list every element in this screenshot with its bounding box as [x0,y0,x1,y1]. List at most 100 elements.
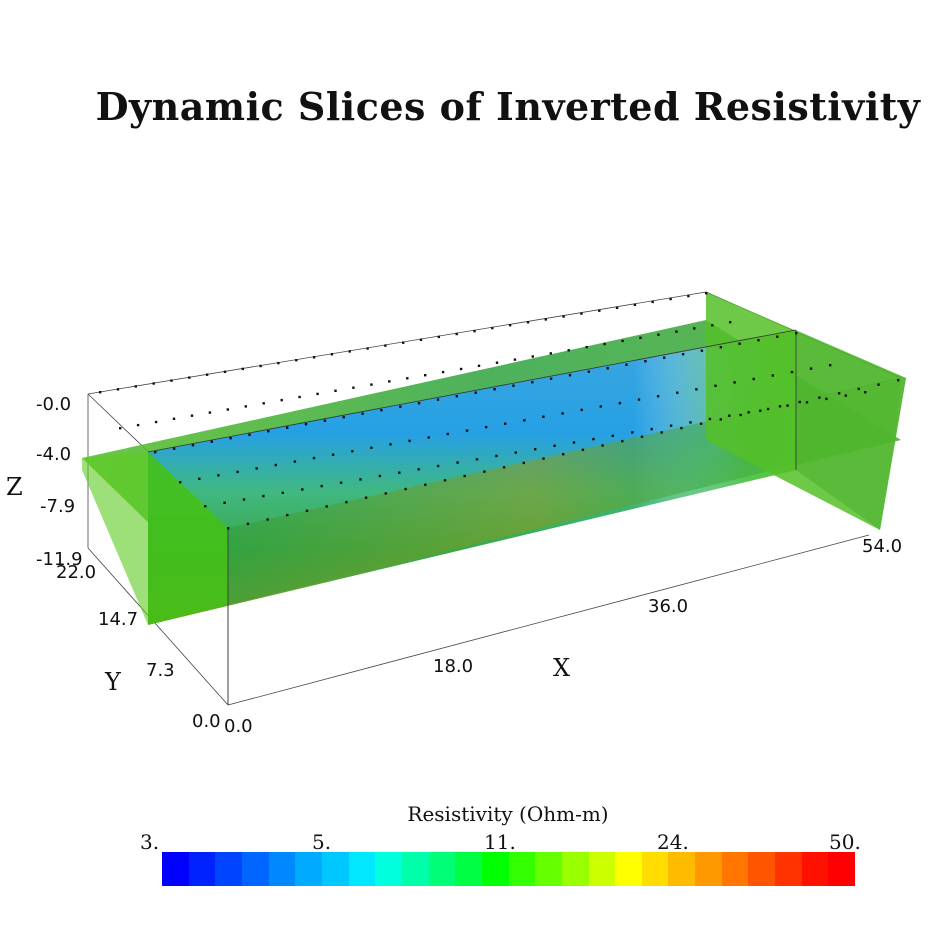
electrode-dot [446,432,449,436]
electrode-dot [790,370,794,374]
electrode-dot [436,398,440,401]
electrode-dot [681,353,685,356]
colorbar-tick-0: 3. [140,830,160,854]
electrode-dot [465,429,469,432]
electrode-dot [152,382,155,385]
electrode-dot [592,437,595,441]
start-slice-x0-left [82,452,148,625]
electrode-dot [491,326,494,330]
electrode-dot [330,353,334,356]
electrode-dot [747,411,750,414]
electrode-dot [241,367,244,371]
electrode-dot [352,386,355,389]
colorbar-swatch [588,852,616,886]
colorbar-swatch [375,852,402,886]
electrode-dot [495,361,499,364]
electrode-dot [305,509,309,512]
electrode-dot [116,388,120,391]
electrode-dot [534,448,537,451]
electrode-dot [404,487,407,491]
electrode-dot [443,479,447,482]
electrode-dot [544,318,547,321]
electrode-dot [437,335,440,339]
electrode-dot [728,414,731,417]
colorbar-swatch [695,852,722,886]
electrode-dot [339,481,343,484]
x-tick-3: 54.0 [862,536,902,557]
colorbar-swatch [215,852,242,886]
electrode-dot [380,409,383,412]
electrode-dot [549,352,552,355]
electrode-dot [719,418,722,421]
colorbar-swatch [535,852,562,886]
electrode-dot [542,415,545,418]
colorbar-tick-3: 24. [657,830,689,854]
colorbar-swatch [801,852,829,886]
electrode-dot [295,359,298,362]
electrode-dot [227,527,230,530]
colorbar-swatch [721,852,749,886]
electrode-dot [689,421,692,424]
electrode-dot [700,349,704,352]
electrode-dot [441,370,445,374]
electrode-dot [829,364,832,367]
electrode-dot [262,494,265,498]
electrode-dot [669,424,673,427]
electrode-dot [384,492,387,495]
electrode-dot [502,466,506,469]
electrode-dot [809,367,813,370]
electrode-dot [572,441,576,444]
electrode-dot [687,294,690,298]
electrode-dot [229,437,232,440]
colorbar-swatch [241,852,269,886]
electrode-dot [553,444,556,447]
z-tick-1: -4.0 [36,444,71,465]
y-tick-1: 7.3 [146,660,175,681]
electrode-dot [618,401,622,405]
colorbar-swatch [641,852,669,886]
z-tick-0: -0.0 [36,394,71,415]
electrode-dot [739,413,742,417]
electrode-dot [738,342,741,345]
electrode-dot [568,374,572,377]
electrode-dot [364,496,368,499]
electrode-dot [657,333,660,336]
electrode-dot [562,453,565,456]
electrode-dot [484,425,488,429]
electrode-dot [733,381,736,384]
electrode-dot [136,423,140,427]
electrode-dot [345,500,348,504]
colorbar [162,852,856,886]
electrode-dot [633,303,637,306]
electrode-dot [248,433,251,436]
electrode-dot [759,409,762,412]
electrode-dot [705,292,708,295]
electrode-dot [651,300,654,304]
electrode-dot [587,370,590,373]
electrode-dot [585,345,588,349]
electrode-dot [663,356,666,359]
electrode-dot [208,411,212,414]
electrode-dot [567,349,570,352]
electrode-dot [281,491,284,494]
electrode-dot [669,297,672,301]
electrode-dot [204,505,207,508]
electrode-dot [562,315,565,318]
electrode-dot [331,453,335,456]
end-slice-x54-lower [796,330,906,530]
electrode-dot [244,405,247,408]
electrode-dot [455,395,458,398]
electrode-dot [280,398,283,402]
electrode-dot [708,417,712,421]
electrode-dot [711,324,714,327]
electrode-dot [236,470,239,474]
electrode-dot [293,460,297,463]
electrode-dot [424,483,427,486]
colorbar-swatch [455,852,482,886]
electrode-dot [334,389,337,392]
electrode-dot [419,338,423,341]
electrode-dot [266,518,269,521]
electrode-dot [549,377,553,380]
colorbar-title: Resistivity (Ohm-m) [407,802,609,826]
electrode-dot [599,405,602,408]
